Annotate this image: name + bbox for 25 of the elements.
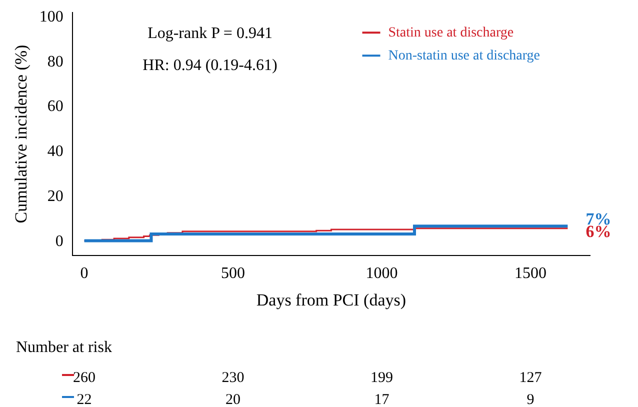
text: 260 (73, 370, 96, 386)
legend-label: Statin use at discharge (388, 25, 514, 40)
x-tick-label: 1000 (366, 265, 398, 282)
text: 230 (222, 370, 244, 386)
text: 22 (76, 392, 92, 407)
text: 127 (519, 370, 542, 386)
text: 17 (374, 392, 390, 407)
annotation: Log-rank P = 0.941 (148, 25, 272, 42)
x-tick-label: 0 (80, 265, 88, 282)
y-tick-label: 80 (47, 53, 64, 70)
y-tick-label: 0 (55, 233, 64, 250)
x-axis-title: Days from PCI (days) (256, 290, 406, 310)
x-tick-label: 1500 (514, 265, 547, 282)
legend-label: Non-statin use at discharge (388, 48, 540, 64)
text: 199 (370, 370, 394, 386)
text: Number at risk (16, 339, 112, 356)
y-tick-label: 20 (47, 188, 64, 206)
y-tick-label: 60 (47, 98, 64, 116)
y-tick-label: 40 (47, 143, 64, 160)
text: 20 (226, 392, 241, 407)
y-tick-label: 100 (39, 8, 64, 26)
x-tick-label: 500 (221, 265, 246, 282)
y-axis-title: Cumulative incidence (%) (12, 44, 31, 224)
annotation: HR: 0.94 (0.19-4.61) (142, 57, 278, 74)
text: 9 (526, 392, 534, 407)
